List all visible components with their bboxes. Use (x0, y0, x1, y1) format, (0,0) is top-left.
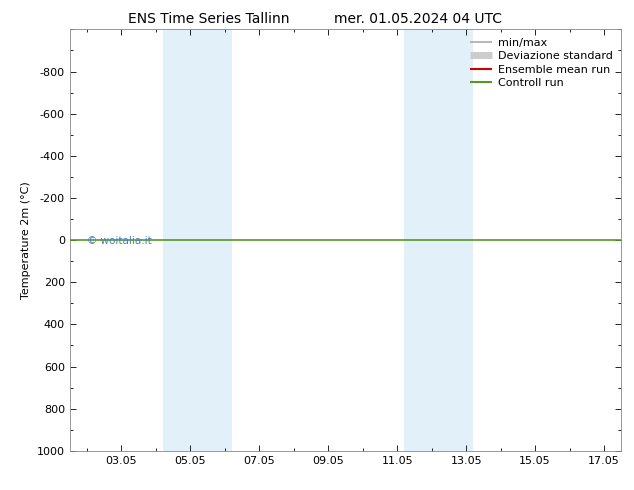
Text: © woitalia.it: © woitalia.it (87, 236, 152, 246)
Legend: min/max, Deviazione standard, Ensemble mean run, Controll run: min/max, Deviazione standard, Ensemble m… (467, 36, 614, 90)
Text: mer. 01.05.2024 04 UTC: mer. 01.05.2024 04 UTC (335, 12, 502, 26)
Text: ENS Time Series Tallinn: ENS Time Series Tallinn (129, 12, 290, 26)
Bar (163, 29, 232, 451)
Bar (404, 29, 473, 451)
Y-axis label: Temperature 2m (°C): Temperature 2m (°C) (22, 181, 31, 299)
